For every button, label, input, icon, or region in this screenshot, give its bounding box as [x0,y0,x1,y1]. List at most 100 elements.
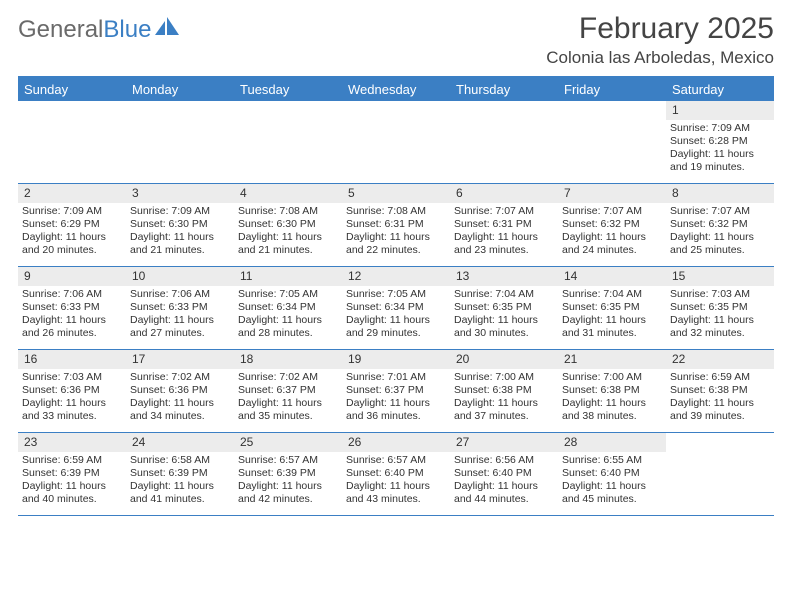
calendar-cell: 23Sunrise: 6:59 AMSunset: 6:39 PMDayligh… [18,433,126,515]
day-number: 13 [450,267,558,286]
sunrise-line: Sunrise: 7:08 AM [346,205,446,218]
sunset-line: Sunset: 6:38 PM [454,384,554,397]
sunrise-line: Sunrise: 7:02 AM [238,371,338,384]
sunset-line: Sunset: 6:34 PM [346,301,446,314]
logo-text-1: General [18,16,103,44]
day-number: 25 [234,433,342,452]
daylight-line: Daylight: 11 hours and 42 minutes. [238,480,338,506]
sunrise-line: Sunrise: 7:02 AM [130,371,230,384]
sunrise-line: Sunrise: 7:03 AM [22,371,122,384]
calendar-week: 23Sunrise: 6:59 AMSunset: 6:39 PMDayligh… [18,433,774,516]
calendar-cell: 28Sunrise: 6:55 AMSunset: 6:40 PMDayligh… [558,433,666,515]
sunrise-line: Sunrise: 6:55 AM [562,454,662,467]
daylight-line: Daylight: 11 hours and 21 minutes. [130,231,230,257]
calendar-cell: 20Sunrise: 7:00 AMSunset: 6:38 PMDayligh… [450,350,558,432]
sunrise-line: Sunrise: 7:08 AM [238,205,338,218]
sunset-line: Sunset: 6:39 PM [130,467,230,480]
day-number: 28 [558,433,666,452]
daylight-line: Daylight: 11 hours and 19 minutes. [670,148,770,174]
day-number: 20 [450,350,558,369]
logo-text-2: Blue [103,16,151,44]
title-block: February 2025 Colonia las Arboledas, Mex… [546,12,774,68]
day-number: 14 [558,267,666,286]
day-number: 27 [450,433,558,452]
calendar-cell: 8Sunrise: 7:07 AMSunset: 6:32 PMDaylight… [666,184,774,266]
day-header: Wednesday [342,78,450,101]
sunset-line: Sunset: 6:28 PM [670,135,770,148]
calendar-cell: . [666,433,774,515]
calendar-cell: . [18,101,126,183]
sunset-line: Sunset: 6:29 PM [22,218,122,231]
calendar-body: ......1Sunrise: 7:09 AMSunset: 6:28 PMDa… [18,101,774,516]
calendar-cell: 13Sunrise: 7:04 AMSunset: 6:35 PMDayligh… [450,267,558,349]
daylight-line: Daylight: 11 hours and 28 minutes. [238,314,338,340]
sunset-line: Sunset: 6:30 PM [130,218,230,231]
sunrise-line: Sunrise: 6:59 AM [22,454,122,467]
sunset-line: Sunset: 6:36 PM [130,384,230,397]
sunrise-line: Sunrise: 6:57 AM [346,454,446,467]
calendar-week: 16Sunrise: 7:03 AMSunset: 6:36 PMDayligh… [18,350,774,433]
sunset-line: Sunset: 6:34 PM [238,301,338,314]
calendar-cell: . [234,101,342,183]
day-number: 3 [126,184,234,203]
day-number: 17 [126,350,234,369]
calendar-cell: 3Sunrise: 7:09 AMSunset: 6:30 PMDaylight… [126,184,234,266]
header: GeneralBlue February 2025 Colonia las Ar… [18,12,774,68]
day-header-row: Sunday Monday Tuesday Wednesday Thursday… [18,78,774,101]
sunset-line: Sunset: 6:33 PM [130,301,230,314]
logo-sail-icon [155,16,181,44]
day-number: 24 [126,433,234,452]
sunset-line: Sunset: 6:40 PM [346,467,446,480]
calendar-cell: 18Sunrise: 7:02 AMSunset: 6:37 PMDayligh… [234,350,342,432]
sunrise-line: Sunrise: 7:09 AM [670,122,770,135]
sunset-line: Sunset: 6:39 PM [238,467,338,480]
daylight-line: Daylight: 11 hours and 45 minutes. [562,480,662,506]
calendar-cell: 27Sunrise: 6:56 AMSunset: 6:40 PMDayligh… [450,433,558,515]
calendar: Sunday Monday Tuesday Wednesday Thursday… [18,76,774,516]
calendar-cell: 6Sunrise: 7:07 AMSunset: 6:31 PMDaylight… [450,184,558,266]
daylight-line: Daylight: 11 hours and 26 minutes. [22,314,122,340]
daylight-line: Daylight: 11 hours and 41 minutes. [130,480,230,506]
calendar-cell: 15Sunrise: 7:03 AMSunset: 6:35 PMDayligh… [666,267,774,349]
calendar-cell: . [450,101,558,183]
sunset-line: Sunset: 6:38 PM [562,384,662,397]
daylight-line: Daylight: 11 hours and 37 minutes. [454,397,554,423]
calendar-cell: 7Sunrise: 7:07 AMSunset: 6:32 PMDaylight… [558,184,666,266]
day-number: 7 [558,184,666,203]
sunrise-line: Sunrise: 7:05 AM [238,288,338,301]
month-title: February 2025 [546,12,774,46]
sunrise-line: Sunrise: 6:56 AM [454,454,554,467]
sunset-line: Sunset: 6:37 PM [238,384,338,397]
day-number: 23 [18,433,126,452]
sunset-line: Sunset: 6:33 PM [22,301,122,314]
sunset-line: Sunset: 6:38 PM [670,384,770,397]
calendar-cell: 9Sunrise: 7:06 AMSunset: 6:33 PMDaylight… [18,267,126,349]
daylight-line: Daylight: 11 hours and 21 minutes. [238,231,338,257]
daylight-line: Daylight: 11 hours and 32 minutes. [670,314,770,340]
day-number: 21 [558,350,666,369]
daylight-line: Daylight: 11 hours and 22 minutes. [346,231,446,257]
day-number: 26 [342,433,450,452]
day-number: 4 [234,184,342,203]
day-number: 6 [450,184,558,203]
calendar-cell: . [342,101,450,183]
calendar-cell: 14Sunrise: 7:04 AMSunset: 6:35 PMDayligh… [558,267,666,349]
calendar-cell: 1Sunrise: 7:09 AMSunset: 6:28 PMDaylight… [666,101,774,183]
calendar-week: ......1Sunrise: 7:09 AMSunset: 6:28 PMDa… [18,101,774,184]
day-number: 2 [18,184,126,203]
sunset-line: Sunset: 6:35 PM [454,301,554,314]
day-header: Thursday [450,78,558,101]
daylight-line: Daylight: 11 hours and 23 minutes. [454,231,554,257]
daylight-line: Daylight: 11 hours and 27 minutes. [130,314,230,340]
calendar-cell: 2Sunrise: 7:09 AMSunset: 6:29 PMDaylight… [18,184,126,266]
day-header: Sunday [18,78,126,101]
daylight-line: Daylight: 11 hours and 38 minutes. [562,397,662,423]
calendar-cell: 26Sunrise: 6:57 AMSunset: 6:40 PMDayligh… [342,433,450,515]
logo: GeneralBlue [18,16,181,44]
sunrise-line: Sunrise: 7:04 AM [454,288,554,301]
daylight-line: Daylight: 11 hours and 39 minutes. [670,397,770,423]
calendar-cell: 19Sunrise: 7:01 AMSunset: 6:37 PMDayligh… [342,350,450,432]
day-header: Tuesday [234,78,342,101]
sunset-line: Sunset: 6:37 PM [346,384,446,397]
daylight-line: Daylight: 11 hours and 24 minutes. [562,231,662,257]
